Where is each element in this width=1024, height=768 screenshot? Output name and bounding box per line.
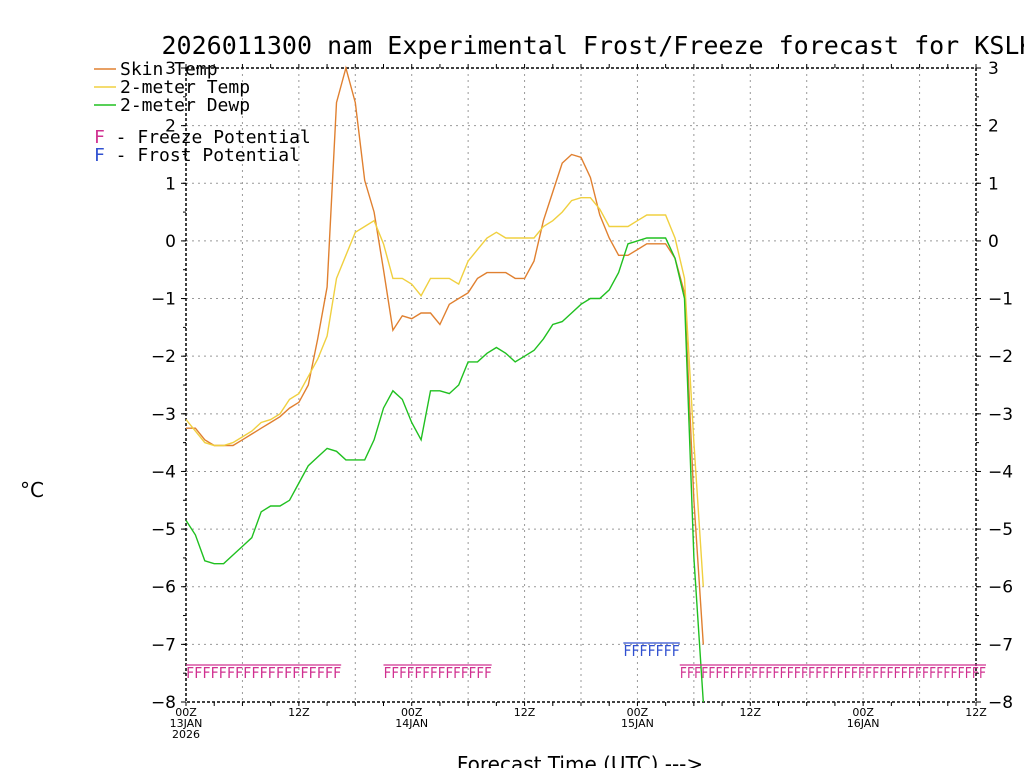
freeze-potential-run-letters: FFFFFFFFFFFFFF — [384, 664, 492, 682]
x-tick-label: 00Z — [852, 706, 874, 719]
potential-legend-entry: F - Frost Potential — [94, 145, 300, 166]
series-lines — [185, 65, 704, 703]
plot-border — [185, 67, 977, 703]
series-line-2-meter-dewp — [185, 237, 704, 703]
x-tick-label: 15JAN — [621, 717, 654, 730]
y-tick-label-right: −6 — [988, 578, 1013, 598]
potential-legend-letter: F — [94, 145, 105, 166]
y-tick-label-left: −8 — [151, 693, 176, 713]
x-tick-label: 12Z — [288, 706, 310, 719]
x-tick-label: 00Z — [401, 706, 423, 719]
y-tick-label-right: −1 — [988, 290, 1013, 310]
y-tick-label-left: −4 — [151, 462, 176, 482]
y-tick-label-left: −5 — [151, 520, 176, 540]
y-tick-label-right: −2 — [988, 347, 1013, 367]
x-tick-label: 2026 — [172, 728, 200, 741]
y-tick-label-right: 1 — [988, 174, 999, 194]
x-tick-label: 12Z — [965, 706, 987, 719]
x-tick-label: 16JAN — [847, 717, 880, 730]
series-line-2-meter-temp — [185, 196, 704, 587]
frost-potential-run-letters: FFFFFFF — [623, 642, 679, 660]
y-tick-label-left: −1 — [151, 290, 176, 310]
y-axis-label: °C — [20, 478, 44, 502]
potential-flags: FFFFFFFFFFFFFFFFFFF FFFFFFFFFFFFFF FFFFFFF… — [186, 642, 986, 682]
legend-entry: 2-meter Dewp — [120, 95, 250, 116]
legend-entry: 2-meter Temp — [120, 77, 250, 98]
y-tick-label-left: 0 — [165, 232, 176, 252]
x-tick-label: 00Z — [627, 706, 649, 719]
series-line-skin-temp — [186, 65, 704, 645]
y-tick-label-left: −3 — [151, 405, 176, 425]
y-tick-label-left: −2 — [151, 347, 176, 367]
y-tick-label-right: 0 — [988, 232, 999, 252]
x-tick-label: 13JAN — [170, 717, 203, 730]
y-tick-label-left: 1 — [165, 174, 176, 194]
potential-legend-entry: F - Freeze Potential — [94, 127, 311, 148]
x-tick-label: 00Z — [175, 706, 197, 719]
y-tick-label-left: 3 — [165, 59, 176, 79]
potential-legend-label: - Freeze Potential — [105, 127, 311, 148]
y-axis-ticks: 3 3 2 2 1 1 0 0 −1 −1 −2 −2 −3 −3 −4 −4 −5 −5 −6 −6 −7 −7 −8 −8 — [151, 59, 1013, 713]
plot-frame — [185, 67, 977, 703]
y-tick-label-right: 2 — [988, 117, 999, 137]
y-tick-label-right: 3 — [988, 59, 999, 79]
freeze-potential-run-letters: FFFFFFFFFFFFFFFFFFFFFFFFFFFFFFFFFFFFFFFF… — [680, 664, 986, 682]
y-tick-label-left: −7 — [151, 635, 176, 655]
y-tick-label-left: 2 — [165, 117, 176, 137]
x-tick-label: 12Z — [740, 706, 762, 719]
y-tick-label-right: −3 — [988, 405, 1013, 425]
chart-grid — [186, 68, 976, 702]
freeze-potential-run-letters: FFFFFFFFFFFFFFFFFFF — [186, 664, 341, 682]
y-tick-label-right: −8 — [988, 693, 1013, 713]
y-tick-label-right: −4 — [988, 462, 1013, 482]
potential-legend-label: - Frost Potential — [105, 145, 300, 166]
x-tick-label: 12Z — [514, 706, 536, 719]
legend-entry: Skin Temp — [120, 59, 218, 80]
x-axis-label: Forecast Time (UTC) ---> — [457, 752, 703, 768]
chart-title: 2026011300 nam Experimental Frost/Freeze… — [162, 31, 1024, 60]
x-tick-label: 14JAN — [395, 717, 428, 730]
potential-legend-letter: F — [94, 127, 105, 148]
y-tick-label-right: −7 — [988, 635, 1013, 655]
y-tick-label-left: −6 — [151, 578, 176, 598]
y-tick-label-right: −5 — [988, 520, 1013, 540]
